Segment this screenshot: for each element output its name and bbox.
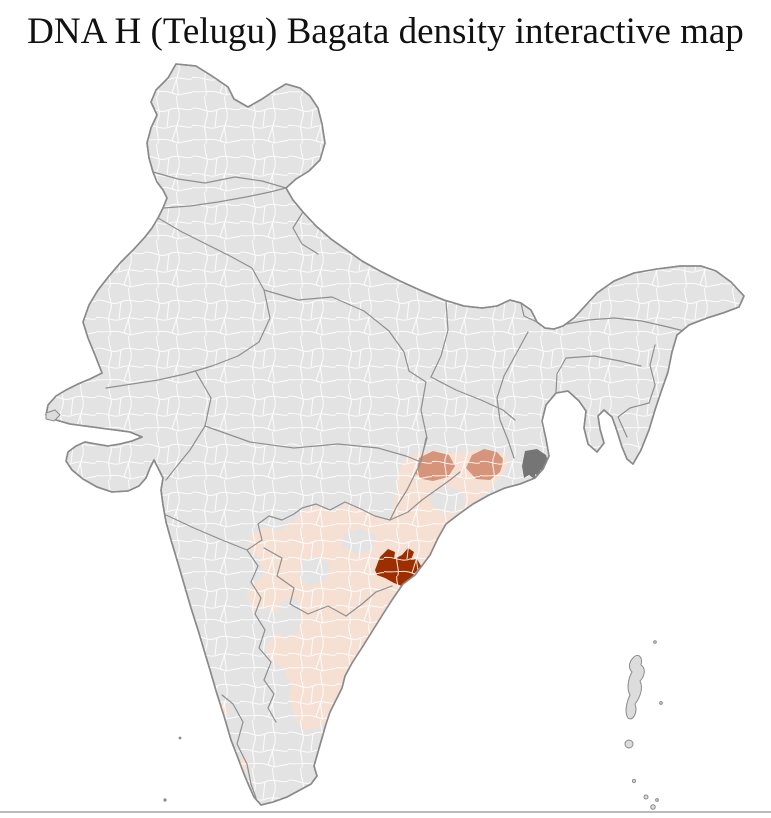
delta-shading bbox=[522, 449, 549, 480]
lakshadweep-islands bbox=[163, 736, 182, 802]
country-outline bbox=[45, 63, 745, 806]
state-borders bbox=[105, 171, 689, 799]
andaman-nicobar-islands bbox=[624, 640, 663, 810]
page-title: DNA H (Telugu) Bagata density interactiv… bbox=[27, 11, 744, 52]
footer-divider bbox=[0, 811, 771, 813]
kutch-islet bbox=[45, 409, 61, 422]
